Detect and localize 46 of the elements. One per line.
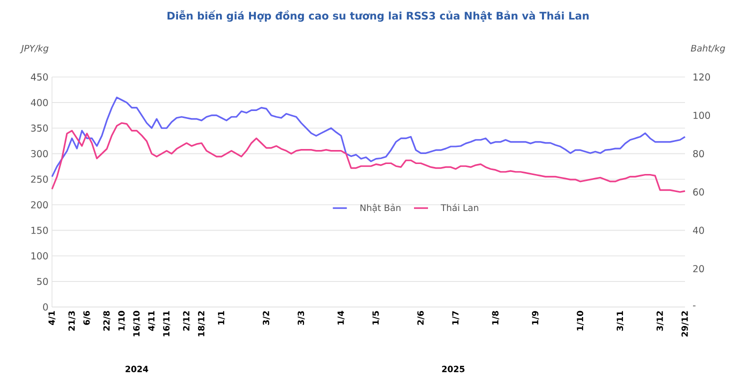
x-tick-label: 21/3 — [68, 311, 76, 331]
y-tick-label: 0 — [43, 303, 48, 311]
y2-tick-label: 60 — [693, 188, 704, 196]
chart-title: Diễn biến giá Hợp đồng cao su tương lai RSS3 của Nhật Bản và Thái Lan — [168, 10, 589, 22]
y2-tick-label: 80 — [693, 150, 704, 158]
x-tick-label: 1/5 — [372, 311, 380, 324]
x-tick-label: 29/12 — [681, 311, 689, 337]
text: 2024 — [126, 366, 148, 372]
y2-tick-label: 120 — [694, 73, 710, 81]
x-tick-label: 22/8 — [103, 311, 110, 331]
y2-tick-label: 100 — [694, 112, 710, 119]
y-tick-label: 350 — [31, 124, 48, 132]
x-tick-label: 4/11 — [148, 311, 156, 331]
y-axis-title: JPY/kg — [20, 44, 48, 54]
x-tick-label: 3/2 — [262, 311, 270, 325]
x-tick-label: 1/7 — [452, 311, 460, 324]
x-tick-label: 3/3 — [298, 311, 305, 325]
x-tick-label: 1/9 — [532, 311, 540, 324]
x-tick-label: 3/11 — [616, 311, 624, 331]
y-tick-label: 300 — [31, 150, 48, 158]
x-tick-label: 1/10 — [576, 310, 584, 330]
y2-tick-label: 40 — [693, 226, 704, 234]
x-tick-label: 1/4 — [338, 310, 345, 324]
x-tick-label: 2/6 — [417, 310, 424, 325]
x-tick-label: 2/12 — [183, 311, 190, 331]
x-tick-label: 1/10 — [118, 310, 126, 330]
y-tick-label: 250 — [31, 176, 48, 183]
y-tick-label: 400 — [30, 98, 48, 106]
y2-axis-title: Baht/kg — [690, 44, 726, 54]
y-tick-label: 50 — [37, 278, 48, 286]
x-tick-label: 3/12 — [656, 311, 664, 331]
y-tick-label: 450 — [30, 73, 48, 81]
legend-label: Nhật Bản — [360, 204, 400, 213]
y-tick-label: 100 — [31, 252, 48, 260]
y2-tick-label: 20 — [693, 265, 704, 272]
x-tick-label: 4/1 — [48, 311, 56, 326]
x-tick-label: 18/12 — [198, 311, 206, 336]
x-tick-label: 6/6 — [83, 310, 90, 325]
text: 2025 — [442, 366, 464, 372]
y-tick-label: 200 — [31, 201, 48, 208]
x-tick-label: 16/11 — [163, 311, 170, 336]
x-tick-label: 16/10 — [133, 310, 140, 336]
x-tick-label: 1/1 — [218, 311, 225, 324]
x-tick-label: 1/8 — [492, 311, 500, 324]
legend-label: Thái Lan — [440, 204, 478, 212]
y-tick-label: 150 — [31, 226, 48, 234]
